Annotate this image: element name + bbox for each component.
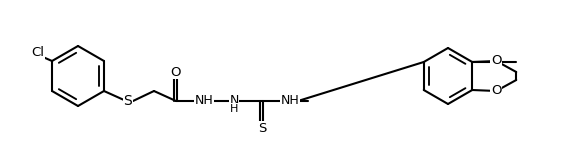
- Text: N: N: [229, 94, 239, 107]
- Text: S: S: [258, 122, 266, 134]
- Text: NH: NH: [281, 94, 299, 107]
- Text: O: O: [491, 85, 502, 97]
- Text: O: O: [170, 66, 181, 79]
- Text: O: O: [491, 55, 502, 69]
- Text: S: S: [124, 94, 132, 108]
- Text: O: O: [491, 55, 502, 67]
- Text: H: H: [230, 104, 238, 114]
- Text: NH: NH: [194, 94, 213, 107]
- Text: Cl: Cl: [31, 46, 45, 60]
